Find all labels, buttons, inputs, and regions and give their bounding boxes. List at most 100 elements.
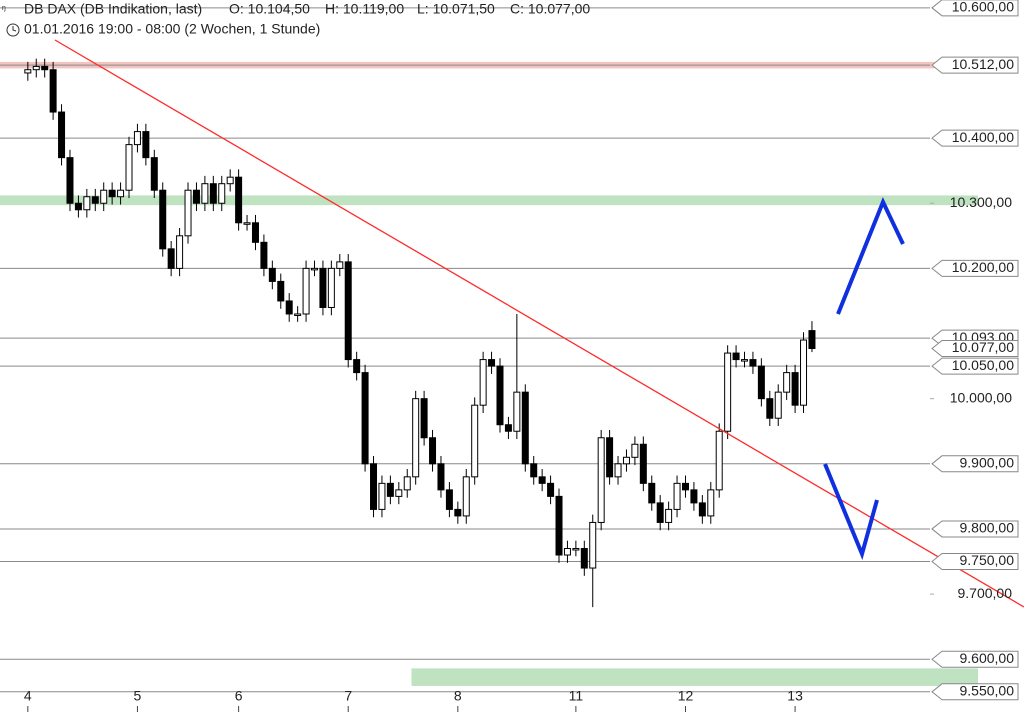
level-box <box>931 553 1019 571</box>
candle-body <box>563 547 571 556</box>
x-tick-label: 8 <box>454 688 462 704</box>
ohlc-open: O: 10.104,50 <box>229 1 310 17</box>
candle-body <box>412 398 420 478</box>
candle-body <box>774 391 782 419</box>
candle-body <box>437 463 445 491</box>
candle-body <box>336 261 344 269</box>
candle-body <box>462 476 470 517</box>
candle-body <box>445 489 453 510</box>
candle-body <box>74 202 82 211</box>
level-label: 10.400,00 <box>952 129 1014 145</box>
clock-hands <box>12 26 17 32</box>
level-label: 9.600,00 <box>960 650 1015 666</box>
grid <box>0 7 930 693</box>
level-label: 9.800,00 <box>960 520 1015 536</box>
x-tick-label: 11 <box>569 688 584 704</box>
candle-body <box>496 365 504 426</box>
candle-body <box>479 359 487 406</box>
candle-body <box>403 476 411 491</box>
candle-body <box>614 463 622 478</box>
candle-body <box>361 372 369 465</box>
candle-body <box>218 183 226 204</box>
candle-body <box>125 144 133 191</box>
candle-body <box>681 482 689 491</box>
axis: 10.600,00 10.512,00 10.400,00 10.200,00 10.0… <box>24 0 1019 712</box>
candle-body <box>167 248 175 269</box>
candle-body <box>488 359 496 367</box>
candle-body <box>159 189 167 250</box>
x-tick-label: 4 <box>24 688 32 704</box>
ohlc-low: L: 10.071,50 <box>417 1 495 17</box>
candle-body <box>808 330 816 350</box>
candle-body <box>724 352 732 432</box>
candle-body <box>49 69 57 113</box>
candle-body <box>277 280 285 302</box>
header: ᵑ DB DAX (DB Indikation, last) O: 10.104… <box>2 1 590 37</box>
candle-body <box>504 424 512 432</box>
level-box <box>931 650 1019 668</box>
candle-body <box>538 476 546 484</box>
candle-body <box>749 359 757 367</box>
level-box <box>931 520 1019 538</box>
candle-body <box>521 391 529 465</box>
candle-body <box>319 267 327 308</box>
ohlc-close: C: 10.077,00 <box>510 1 590 17</box>
candle-body <box>251 222 259 243</box>
candle-body <box>285 300 293 315</box>
candle-body <box>260 241 268 269</box>
candle-body <box>83 196 91 211</box>
current-price-label: 10.077,00 <box>952 339 1014 355</box>
level-box <box>931 259 1019 277</box>
candle-body <box>176 235 184 269</box>
trend-line <box>54 39 1024 608</box>
clock-icon <box>6 23 20 37</box>
level-box <box>931 357 1019 375</box>
level-box <box>931 0 1019 17</box>
candle-body <box>268 267 276 282</box>
level-box <box>931 129 1019 147</box>
y-tick-label: 9.700,00 <box>958 585 1013 601</box>
candle-body <box>783 372 791 393</box>
candle-body <box>606 437 614 478</box>
candle-body <box>243 222 251 225</box>
x-tick-label: 12 <box>678 688 694 704</box>
candle-body <box>66 157 74 204</box>
x-tick-label: 7 <box>344 688 352 704</box>
candle-body <box>513 391 521 432</box>
candle-body <box>353 359 361 374</box>
candle-body <box>370 463 378 510</box>
candle-body <box>580 547 588 569</box>
candle-body <box>226 176 234 185</box>
candle-body <box>757 365 765 400</box>
candle-body <box>791 372 799 406</box>
candle-body <box>378 482 386 510</box>
candle-body <box>420 398 428 439</box>
candle-body <box>572 547 580 551</box>
candle-body <box>589 521 597 569</box>
candle-body <box>117 189 125 198</box>
candle-body <box>622 456 630 465</box>
level-box <box>931 56 1019 74</box>
candle-body <box>530 463 538 478</box>
candle-body <box>108 189 116 198</box>
level-label: 9.750,00 <box>960 552 1015 568</box>
candle-body <box>327 267 335 308</box>
zone <box>0 195 978 206</box>
title: DB DAX (DB Indikation, last) <box>24 1 202 17</box>
candle-body <box>32 65 40 71</box>
candle-body <box>201 183 209 204</box>
ohlc-high: H: 10.119,00 <box>325 1 404 17</box>
candle-body <box>429 437 437 465</box>
icon: ᵑ <box>2 5 6 16</box>
candle-body <box>184 189 192 237</box>
candle-body <box>91 196 99 204</box>
candle-body <box>631 443 639 458</box>
candle-body <box>715 430 723 491</box>
candles <box>24 58 816 608</box>
candle-body <box>707 489 715 517</box>
candle-body <box>150 157 158 191</box>
x-tick-label: 5 <box>134 688 142 704</box>
candle-body <box>698 502 706 517</box>
candle-body <box>555 495 563 556</box>
